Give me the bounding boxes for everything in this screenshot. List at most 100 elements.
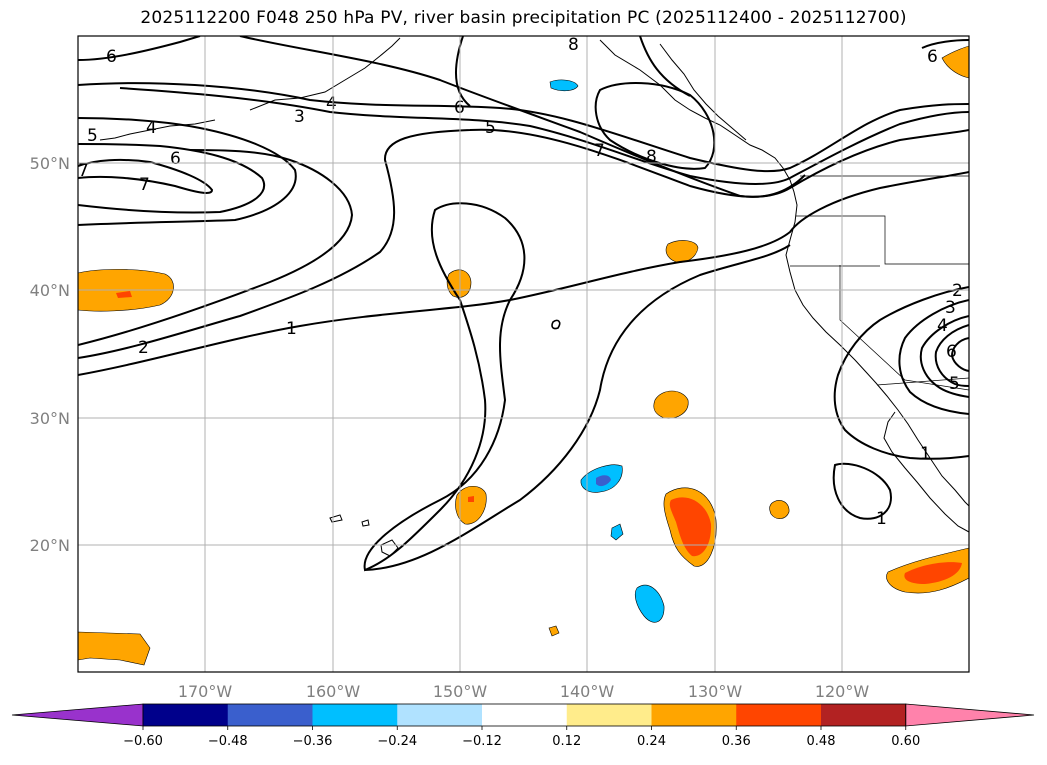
pv-contour	[551, 319, 561, 330]
colorbar-segment	[651, 704, 737, 726]
lon-label: 170°W	[178, 682, 233, 701]
us-state-border	[796, 215, 969, 265]
pv-contour-layer	[78, 36, 969, 572]
colorbar-tick-label: 0.48	[807, 734, 836, 749]
contour-label: 3	[945, 298, 956, 318]
precip-region	[669, 497, 712, 557]
contour-label: 1	[286, 319, 297, 339]
contour-label: 5	[949, 374, 960, 394]
coastline-north-america	[599, 39, 969, 507]
colorbar-tick-label: 0.36	[722, 734, 751, 749]
pv-contour	[78, 117, 297, 226]
precip-region	[596, 475, 611, 487]
colorbar-extend-max	[905, 703, 1035, 727]
pv-contour	[919, 315, 969, 398]
contour-label: 6	[106, 47, 117, 67]
coastline-alaska	[249, 37, 401, 111]
pv-contour	[455, 36, 471, 107]
contour-label: 4	[937, 316, 948, 336]
pv-contour	[832, 462, 892, 520]
precip-region	[634, 584, 665, 623]
colorbar-tick-label: 0.24	[637, 734, 666, 749]
colorbar-segment	[482, 704, 568, 726]
pv-contour	[78, 143, 265, 214]
contour-label: 6	[454, 98, 465, 118]
precip-region	[78, 631, 151, 666]
pv-contour	[921, 39, 969, 49]
colorbar-segment	[312, 704, 398, 726]
pv-contour	[363, 202, 526, 572]
contour-label: 7	[139, 175, 150, 195]
contour-label: 7	[594, 141, 605, 161]
precip-region	[769, 500, 790, 519]
colorbar-outline	[142, 703, 907, 727]
precip-region	[941, 45, 969, 79]
colorbar-segment	[227, 704, 313, 726]
lat-label: 40°N	[30, 281, 70, 300]
lon-axis-labels: 170°W 160°W 150°W 140°W 130°W 120°W	[178, 682, 870, 701]
lat-axis-labels: 50°N 40°N 30°N 20°N	[30, 154, 70, 555]
colorbar-tick-label: 0.60	[891, 734, 920, 749]
precip-fill-layer	[78, 45, 969, 666]
us-mexico-border	[876, 377, 969, 386]
hawaii-island	[361, 519, 370, 527]
precip-region	[904, 562, 962, 584]
precip-region	[653, 390, 689, 419]
colorbar-tick-label: −0.24	[377, 734, 417, 749]
colorbar-tick-label: 0.12	[552, 734, 581, 749]
precip-region	[455, 485, 487, 525]
contour-label: 2	[952, 281, 963, 301]
graticule	[78, 36, 969, 672]
lon-label: 140°W	[560, 682, 615, 701]
colorbar-segment	[566, 704, 652, 726]
pv-contour	[78, 36, 201, 61]
lat-label: 50°N	[30, 154, 70, 173]
contour-label: 8	[646, 147, 657, 167]
lat-label: 30°N	[30, 409, 70, 428]
pv-contour	[78, 82, 969, 173]
contour-label: 3	[294, 107, 305, 127]
contour-label: 6	[927, 47, 938, 67]
precip-region	[468, 496, 474, 502]
colorbar-tick-label: −0.48	[208, 734, 248, 749]
coastline-aleutian	[99, 119, 216, 141]
pv-contour	[78, 149, 354, 346]
contour-label: 5	[87, 126, 98, 146]
pv-contour	[898, 299, 969, 415]
pv-contour	[934, 324, 969, 387]
colorbar-tick-label: −0.36	[293, 734, 333, 749]
pv-contour	[639, 36, 691, 97]
colorbar-extend-min	[11, 703, 144, 727]
pv-contour-labels: 1 2 3 4 5 6 7 6 7 4 6 5 7 8 8 6 2 3 4 6 …	[78, 36, 963, 529]
precip-region	[548, 625, 560, 637]
colorbar-tick-label: −0.60	[123, 734, 163, 749]
plot-area	[78, 36, 969, 672]
pv-contour	[78, 128, 969, 359]
plot-frame	[77, 35, 970, 673]
colorbar-segment	[143, 704, 229, 726]
contour-label: 1	[920, 444, 931, 464]
pv-contour	[594, 82, 716, 170]
contour-label: 1	[876, 509, 887, 529]
contour-label: 5	[485, 118, 496, 138]
colorbar: −0.60 −0.48 −0.36 −0.24 −0.12 0.12 0.24 0.36 0.4…	[11, 703, 1035, 749]
coastline-islands	[659, 43, 747, 141]
contour-label: 6	[946, 342, 957, 362]
map-title: 2025112200 F048 250 hPa PV, river basin …	[140, 8, 907, 28]
colorbar-segment	[821, 704, 907, 726]
lat-label: 20°N	[30, 536, 70, 555]
precip-region	[665, 240, 699, 263]
lon-label: 130°W	[688, 682, 743, 701]
colorbar-tick-label: −0.12	[462, 734, 502, 749]
precip-region	[549, 79, 579, 92]
pv-contour	[78, 171, 969, 376]
lon-label: 120°W	[815, 682, 870, 701]
precip-region	[116, 291, 132, 298]
coastline-baja	[883, 411, 969, 533]
precip-region	[610, 523, 624, 541]
contour-label: 4	[146, 118, 157, 138]
contour-label: 4	[326, 94, 337, 114]
pv-contour	[119, 87, 969, 185]
pv-contour	[78, 158, 214, 194]
colorbar-segment	[397, 704, 483, 726]
